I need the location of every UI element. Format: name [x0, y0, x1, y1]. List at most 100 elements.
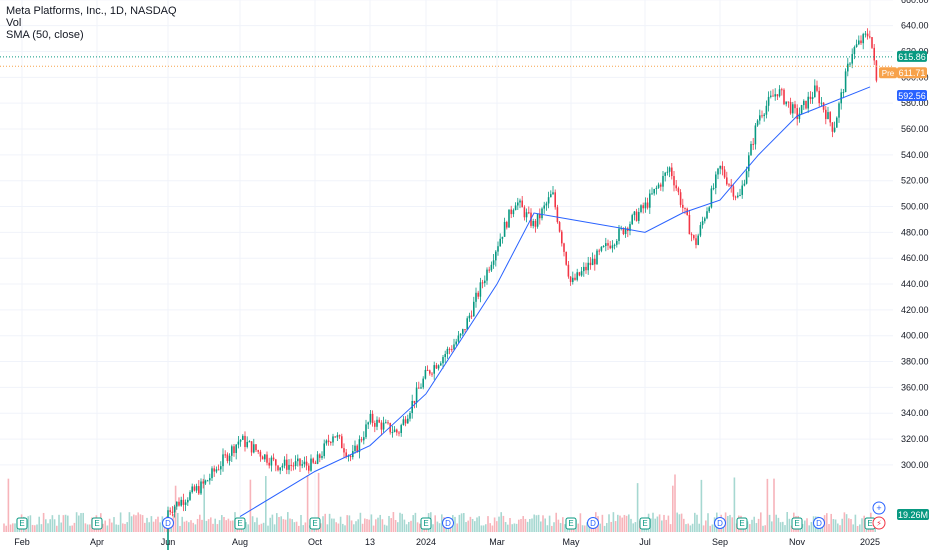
candle-body: [774, 94, 776, 97]
candle-body: [321, 456, 323, 458]
volume-bar: [194, 524, 197, 532]
candle-body: [374, 423, 376, 427]
candle-body: [400, 425, 402, 434]
candle-body: [534, 220, 537, 227]
candle-body: [521, 200, 523, 208]
volume-bar: [546, 525, 549, 532]
volume-bar: [467, 520, 469, 532]
candle-body: [787, 101, 790, 103]
volume-bar: [144, 522, 146, 532]
candle-body: [435, 365, 438, 369]
volume-bar: [621, 517, 623, 532]
price-tick-label: 500.00: [901, 202, 929, 212]
candle-body: [187, 499, 189, 503]
time-axis[interactable]: Feb Apr Jun Aug Oct 13 2024 Mar May Jul Sep Nov 2025: [14, 537, 880, 547]
candle-body: [457, 335, 460, 342]
candle-body: [325, 440, 328, 444]
volume-bar: [727, 515, 729, 532]
volume-bar: [326, 524, 329, 532]
volume-bar: [779, 522, 782, 532]
volume-bar: [652, 512, 654, 532]
candle-body: [690, 234, 693, 236]
price-tick-label: 340.00: [901, 408, 929, 418]
volume-bar: [227, 518, 230, 532]
volume-bar: [601, 514, 604, 532]
volume-bar: [141, 515, 144, 532]
candle-body: [226, 454, 229, 462]
earnings-icon: [91, 517, 103, 530]
volume-bar: [225, 520, 227, 532]
volume-bar: [485, 524, 487, 532]
candle-body: [292, 465, 295, 467]
candle-body: [704, 218, 706, 222]
candle-body: [719, 165, 721, 169]
symbol-title[interactable]: Meta Platforms, Inc., 1D, NASDAQ: [6, 5, 177, 17]
volume-bar: [218, 520, 221, 532]
volume-bar: [698, 523, 700, 532]
volume-bar: [669, 524, 672, 532]
dividends-flash-button[interactable]: ⚡: [872, 516, 886, 530]
event-marker-label: E: [423, 519, 428, 528]
volume-bar: [375, 519, 377, 532]
candle-body: [167, 510, 169, 550]
candle-body: [415, 387, 418, 403]
volume-bar: [271, 514, 274, 532]
candle-body: [391, 432, 394, 434]
volume-bar: [579, 513, 582, 532]
volume-bar: [117, 524, 120, 532]
volume-bar: [113, 517, 115, 532]
candle-body: [545, 203, 548, 206]
earnings-icon: [736, 517, 748, 530]
candle-body: [459, 333, 462, 336]
earnings-marker: E: [16, 517, 28, 530]
volume-bar: [696, 514, 698, 532]
volume-bar: [216, 524, 219, 532]
candle-body: [697, 235, 699, 245]
volume-bar: [711, 524, 714, 532]
candle-body: [576, 272, 578, 280]
candle-body: [398, 432, 400, 434]
candle-body: [677, 188, 680, 193]
candle-body: [554, 192, 556, 208]
volume-bar: [34, 525, 36, 532]
candle-body: [858, 40, 860, 45]
candle-body: [323, 443, 325, 457]
volume-bar: [617, 514, 619, 532]
candle-body: [393, 429, 396, 433]
candle-body: [629, 224, 631, 231]
candle-body: [171, 511, 174, 513]
volume-bar: [667, 515, 670, 532]
sma-legend[interactable]: SMA (50, close): [6, 29, 84, 41]
volume-bar: [399, 512, 401, 532]
candle-body: [580, 271, 583, 276]
volume-bar: [254, 522, 256, 532]
candle-body: [481, 282, 484, 284]
candle-body: [275, 459, 277, 466]
candle-body: [316, 454, 319, 464]
candle-body: [308, 465, 310, 471]
candle-body: [594, 258, 596, 265]
candle-body: [591, 258, 594, 266]
volume-bar: [124, 523, 126, 532]
candle-body: [341, 436, 343, 449]
earnings-marker: E: [234, 517, 246, 530]
volume-bar: [199, 514, 201, 532]
candle-body: [602, 246, 605, 248]
volume-bar: [306, 475, 309, 532]
volume-bar: [185, 520, 188, 532]
volume-bar: [188, 522, 190, 532]
candle-body: [255, 444, 257, 451]
candle-body: [664, 172, 666, 176]
volume-bar: [348, 515, 351, 532]
volume-bar: [280, 516, 282, 532]
price-tick-label: 460.00: [901, 253, 929, 263]
event-marker-label: D: [590, 519, 596, 528]
add-alert-button[interactable]: +: [872, 501, 886, 515]
candle-body: [184, 502, 187, 505]
volume-bar: [581, 525, 584, 532]
volume-bar: [848, 518, 850, 532]
volume-bar: [837, 523, 839, 532]
candle-body: [451, 349, 453, 351]
volume-legend[interactable]: Vol: [6, 17, 22, 29]
